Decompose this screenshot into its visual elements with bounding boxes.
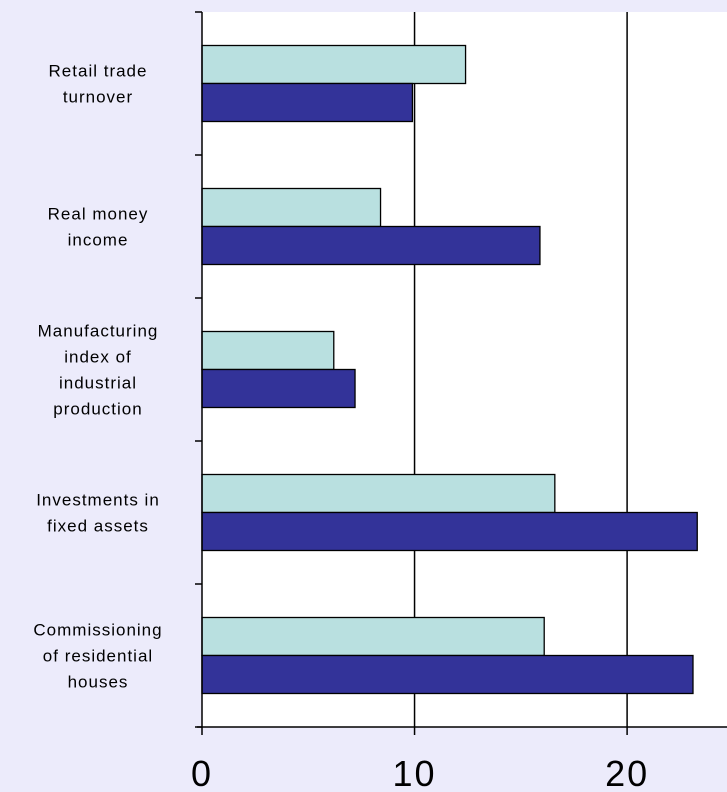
bar-series1-cat5 xyxy=(201,616,545,657)
bar-series2-cat3 xyxy=(201,368,356,409)
y-axis xyxy=(195,11,727,735)
category-label-line: of residential xyxy=(43,647,153,666)
category-label-line: fixed assets xyxy=(47,517,149,536)
category-label-line: production xyxy=(53,400,142,419)
bar-series2-cat1 xyxy=(201,82,414,123)
bar-series2-cat4 xyxy=(201,511,698,552)
bar-series1-cat3 xyxy=(201,330,335,371)
category-label: Retail trade turnover xyxy=(49,62,148,107)
category-label-line: Investments in xyxy=(36,491,160,510)
category-label-line: Retail trade xyxy=(49,62,148,81)
bars xyxy=(201,44,698,695)
category-label: Investments in fixed assets xyxy=(36,491,160,536)
category-label-line: Manufacturing xyxy=(38,322,159,341)
gridlines xyxy=(413,12,628,727)
bar-series2-cat5 xyxy=(201,654,694,695)
category-label: Commissioning of residential houses xyxy=(33,621,162,692)
category-label-line: turnover xyxy=(63,88,133,107)
bar-series1-cat2 xyxy=(201,187,382,228)
x-tick-label: 0 xyxy=(191,753,213,792)
bar-series1-cat1 xyxy=(201,44,467,85)
x-tick-label: 20 xyxy=(605,753,649,792)
category-label-line: Real money xyxy=(48,205,149,224)
category-label-line: Commissioning xyxy=(33,621,162,640)
category-labels: Retail trade turnover Real money income Manu… xyxy=(33,62,162,692)
x-tick-label: 10 xyxy=(393,753,437,792)
category-label-line: index of xyxy=(64,348,132,367)
category-label: Manufacturing index of industrial productio… xyxy=(38,322,159,419)
category-label-line: houses xyxy=(68,673,129,692)
category-label-line: industrial xyxy=(59,374,137,393)
category-label-line: income xyxy=(68,231,129,250)
category-label: Real money income xyxy=(48,205,149,250)
x-tick-labels: 0 10 20 xyxy=(191,753,649,792)
bar-series1-cat4 xyxy=(201,473,556,514)
bar-series2-cat2 xyxy=(201,225,541,266)
